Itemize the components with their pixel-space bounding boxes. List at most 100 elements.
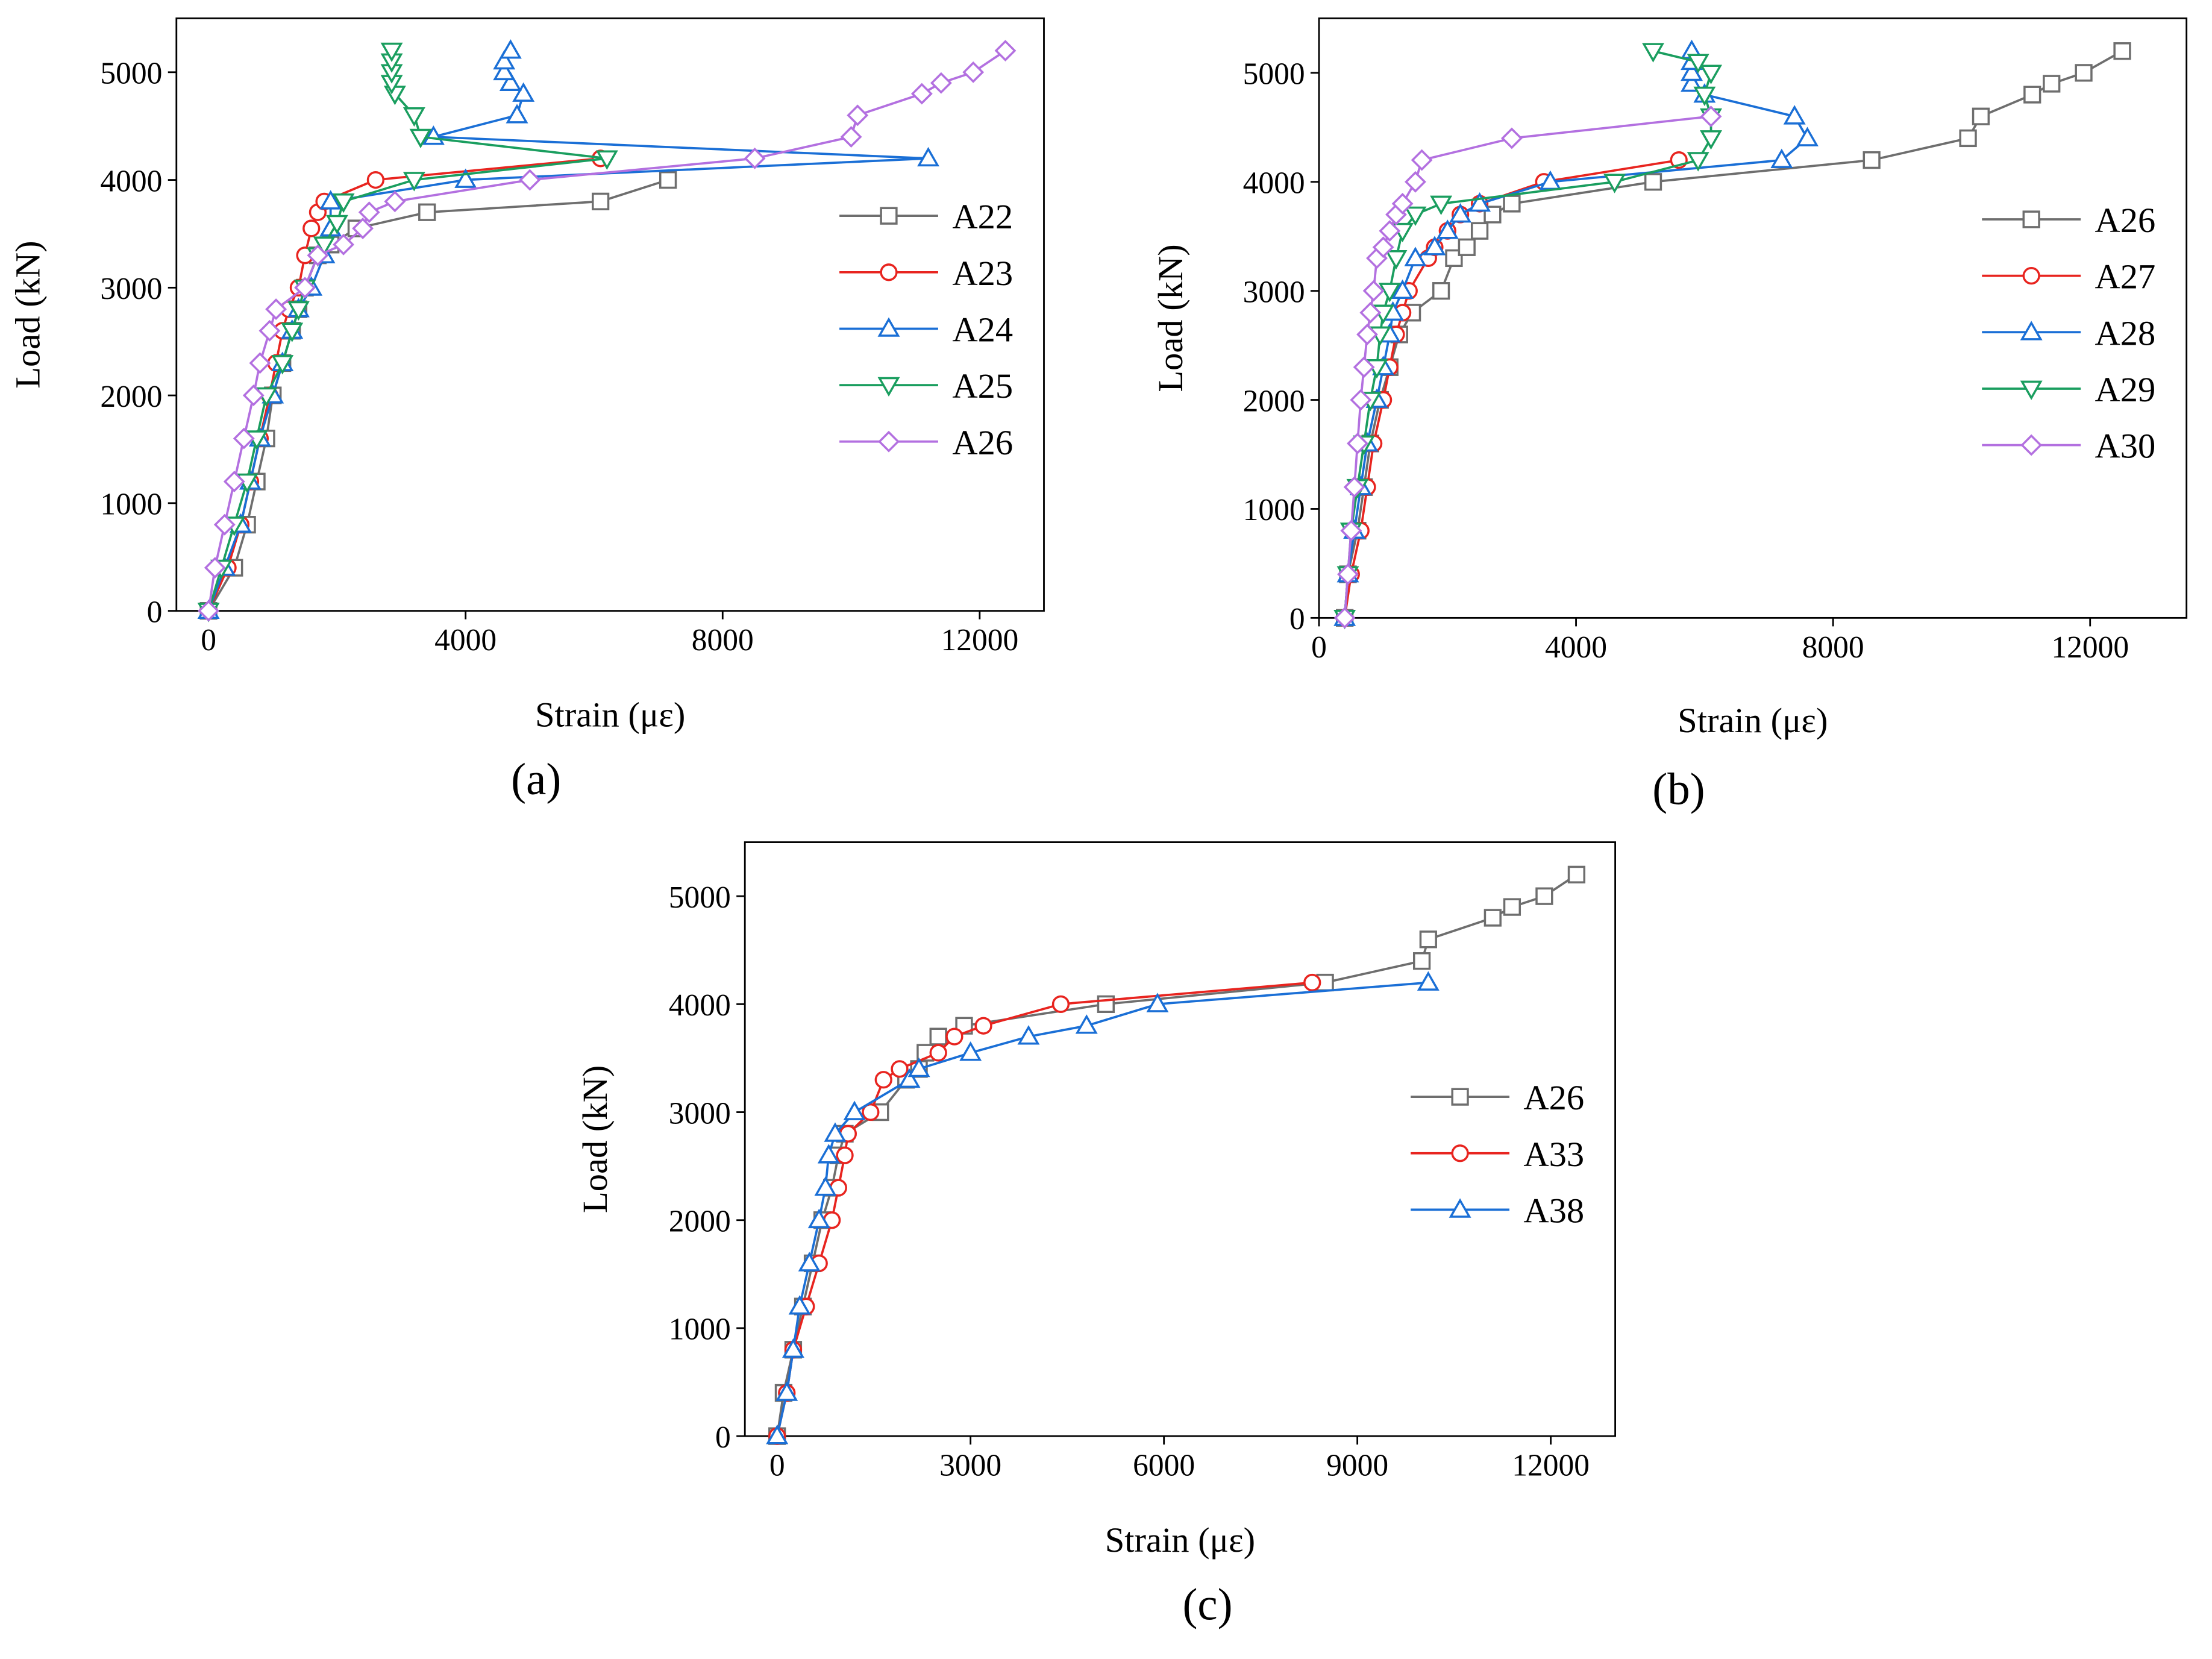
marker — [1642, 43, 1665, 63]
marker — [198, 600, 220, 622]
marker — [313, 236, 336, 256]
legend-label: A26 — [952, 423, 1013, 462]
marker — [1432, 282, 1450, 300]
marker — [409, 128, 432, 149]
marker — [499, 71, 522, 92]
marker — [836, 1146, 854, 1164]
marker — [962, 61, 985, 83]
marker — [1411, 149, 1433, 171]
marker — [1449, 203, 1472, 223]
marker — [907, 1057, 930, 1077]
series-line — [1343, 49, 1712, 618]
marker — [1359, 301, 1382, 324]
marker — [333, 233, 355, 256]
y-tick-label: 1000 — [1243, 493, 1305, 527]
marker — [1417, 971, 1440, 991]
y-tick-label: 1000 — [100, 488, 162, 522]
marker — [1405, 171, 1426, 193]
series-line — [775, 981, 1312, 1437]
marker — [945, 1027, 963, 1046]
legend-marker — [1451, 1144, 1469, 1162]
marker — [1385, 250, 1408, 270]
marker — [332, 193, 355, 213]
marker — [1567, 865, 1586, 883]
legend-label: A23 — [952, 254, 1013, 293]
marker — [798, 1252, 821, 1272]
marker — [1770, 148, 1793, 168]
marker — [1343, 476, 1365, 498]
marker — [366, 171, 385, 189]
y-tick-label: 0 — [147, 595, 163, 629]
x-tick-label: 12000 — [941, 623, 1018, 657]
plot-frame — [1318, 17, 2188, 619]
marker — [595, 150, 618, 170]
x-tick-label: 12000 — [2051, 630, 2129, 665]
marker — [929, 1044, 947, 1062]
marker — [352, 218, 374, 239]
x-tick-label: 12000 — [1512, 1449, 1590, 1483]
y-tick-label: 5000 — [669, 880, 731, 915]
y-tick-label: 0 — [1289, 602, 1305, 636]
y-tick-label: 3000 — [669, 1096, 731, 1131]
y-tick-label: 4000 — [100, 164, 162, 198]
marker — [1340, 519, 1362, 542]
y-tick-label: 4000 — [1243, 166, 1305, 201]
legend-marker — [878, 430, 900, 453]
legend-marker — [2020, 380, 2043, 400]
marker — [1378, 283, 1401, 303]
marker — [1503, 195, 1521, 213]
marker — [1423, 236, 1446, 256]
marker — [1687, 54, 1709, 74]
marker — [325, 215, 348, 235]
x-tick-label: 8000 — [1802, 630, 1864, 665]
marker — [307, 244, 329, 266]
y-tick-label: 3000 — [100, 272, 162, 306]
marker — [454, 168, 477, 188]
marker — [271, 355, 294, 375]
marker — [1333, 607, 1356, 629]
y-axis-label: Load (kN) — [1151, 244, 1190, 392]
marker — [862, 1103, 880, 1121]
marker — [1350, 389, 1372, 411]
marker — [499, 39, 522, 59]
marker — [1146, 993, 1169, 1012]
panel: 0 3000 6000 9000 12000 0 1000 2000 3000 4000 5000 S… — [575, 841, 1617, 1629]
marker — [384, 190, 406, 213]
marker — [2075, 64, 2093, 82]
marker — [281, 322, 304, 342]
marker — [1379, 220, 1401, 242]
legend-label: A27 — [2095, 257, 2156, 296]
marker — [1972, 107, 1990, 125]
legend-label: A22 — [952, 197, 1013, 236]
marker — [898, 1068, 921, 1088]
marker — [519, 169, 541, 191]
marker — [302, 219, 321, 237]
marker — [1783, 105, 1806, 125]
y-tick-label: 1000 — [669, 1312, 731, 1347]
x-tick-label: 3000 — [939, 1449, 1001, 1483]
legend-marker — [2020, 434, 2043, 456]
marker — [1687, 152, 1709, 172]
marker — [493, 60, 516, 81]
legend-label: A26 — [1523, 1078, 1584, 1117]
legend-marker — [2022, 210, 2040, 228]
y-tick-label: 5000 — [100, 57, 162, 91]
marker — [358, 201, 380, 224]
marker — [1051, 995, 1070, 1013]
marker — [1404, 246, 1427, 266]
marker — [287, 301, 310, 321]
marker — [1693, 86, 1716, 107]
y-tick-label: 3000 — [1243, 275, 1305, 309]
y-tick-label: 2000 — [669, 1204, 731, 1238]
marker — [1419, 930, 1437, 949]
marker — [506, 104, 528, 124]
marker — [1468, 192, 1491, 212]
marker — [1959, 129, 1977, 148]
legend-marker — [877, 377, 900, 397]
marker — [1412, 952, 1431, 970]
marker — [2043, 75, 2061, 93]
panel-label: (c) — [1182, 1579, 1232, 1629]
marker — [265, 298, 287, 321]
x-axis-label: Strain (με) — [1678, 701, 1828, 740]
marker — [974, 1017, 992, 1035]
